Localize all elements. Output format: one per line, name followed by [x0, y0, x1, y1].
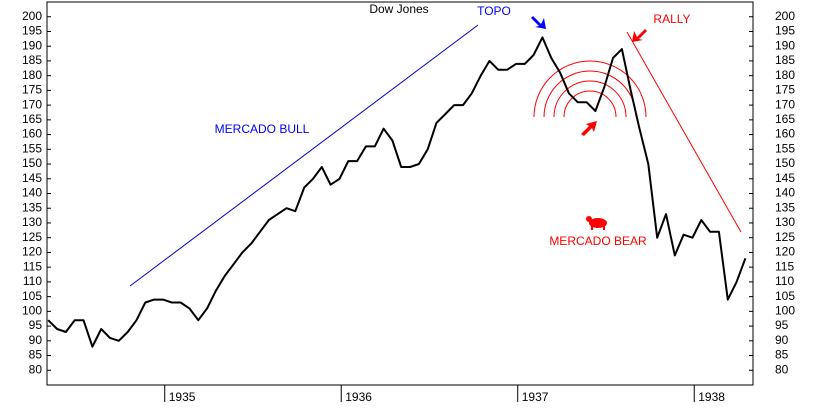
- y-tick-label: 120: [22, 245, 42, 259]
- x-tick-label: 1937: [522, 390, 549, 404]
- y-tick-label: 125: [775, 230, 795, 244]
- y-tick-label: 155: [22, 141, 42, 155]
- y-tick-label: 200: [22, 9, 42, 23]
- y-tick-label: 85: [29, 348, 43, 362]
- x-tick-label: 1935: [169, 390, 196, 404]
- chart-title: Dow Jones: [369, 2, 428, 16]
- trend-line: [626, 31, 742, 233]
- y-tick-label: 145: [22, 171, 42, 185]
- y-tick-label: 85: [775, 348, 789, 362]
- y-tick-label: 140: [22, 186, 42, 200]
- annotation: MERCADO BULL: [215, 122, 310, 136]
- y-tick-label: 110: [775, 274, 794, 288]
- y-tick-label: 125: [22, 230, 42, 244]
- y-tick-label: 130: [775, 215, 795, 229]
- y-tick-label: 170: [775, 97, 795, 111]
- y-tick-label: 170: [22, 97, 42, 111]
- y-tick-label: 180: [22, 68, 42, 82]
- y-tick-label: 135: [775, 200, 795, 214]
- y-tick-label: 150: [22, 156, 42, 170]
- y-tick-label: 135: [22, 200, 42, 214]
- y-tick-label: 120: [775, 245, 795, 259]
- y-tick-label: 155: [775, 141, 795, 155]
- annotation: MERCADO BEAR: [549, 234, 647, 248]
- y-tick-label: 105: [22, 289, 42, 303]
- y-tick-label: 95: [775, 318, 789, 332]
- y-tick-label: 190: [775, 38, 795, 52]
- y-tick-label: 165: [22, 112, 42, 126]
- y-tick-label: 90: [775, 333, 789, 347]
- y-tick-label: 195: [22, 24, 42, 38]
- y-tick-label: 165: [775, 112, 795, 126]
- y-tick-label: 175: [22, 83, 42, 97]
- y-tick-label: 80: [775, 362, 789, 376]
- y-tick-label: 105: [775, 289, 795, 303]
- y-tick-label: 80: [29, 362, 43, 376]
- y-tick-label: 150: [775, 156, 795, 170]
- arrow: [632, 29, 647, 42]
- annotation: RALLY: [653, 12, 690, 26]
- y-tick-label: 175: [775, 83, 795, 97]
- y-tick-label: 160: [22, 127, 42, 141]
- y-tick-label: 100: [22, 304, 42, 318]
- y-tick-label: 190: [22, 38, 42, 52]
- x-tick-label: 1938: [698, 390, 725, 404]
- annotation: TOPO: [477, 4, 511, 18]
- y-tick-label: 100: [775, 304, 795, 318]
- y-tick-label: 90: [29, 333, 43, 347]
- price-line: [47, 36, 747, 348]
- trend-line: [129, 24, 479, 287]
- y-tick-label: 185: [22, 53, 42, 67]
- y-tick-label: 140: [775, 186, 795, 200]
- arrow: [581, 121, 597, 136]
- y-tick-label: 195: [775, 24, 795, 38]
- plot-frame: [46, 1, 754, 386]
- y-tick-label: 95: [29, 318, 43, 332]
- arrow: [531, 16, 546, 29]
- y-tick-label: 180: [775, 68, 795, 82]
- y-tick-label: 110: [23, 274, 42, 288]
- y-tick-label: 115: [775, 259, 794, 273]
- rally-arcs: [533, 60, 647, 118]
- y-tick-label: 160: [775, 127, 795, 141]
- y-tick-label: 115: [23, 259, 42, 273]
- y-tick-label: 130: [22, 215, 42, 229]
- x-tick-label: 1936: [345, 390, 372, 404]
- y-tick-label: 200: [775, 9, 795, 23]
- bear-icon: [586, 216, 607, 230]
- y-tick-label: 185: [775, 53, 795, 67]
- y-tick-label: 145: [775, 171, 795, 185]
